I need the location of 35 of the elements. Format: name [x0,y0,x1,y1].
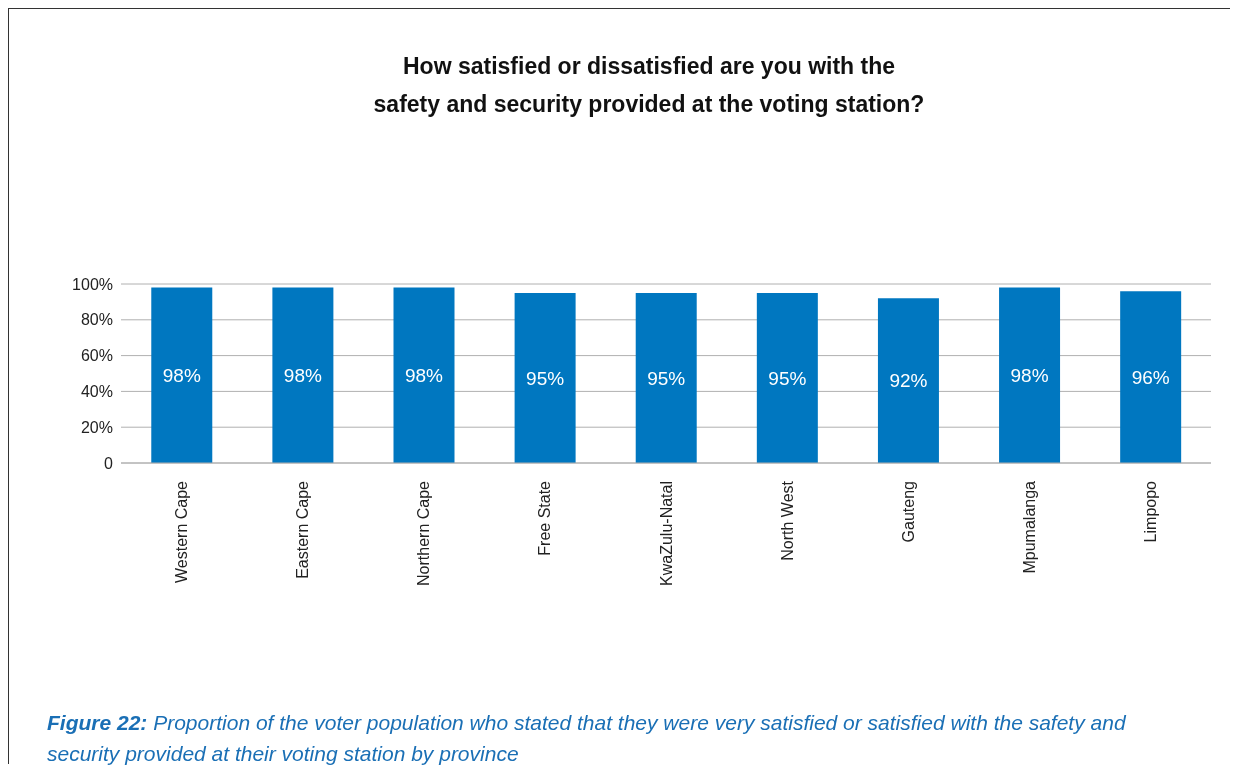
y-tick-label: 0 [104,454,114,472]
x-tick-label: Free State [536,480,554,556]
bar [877,298,939,463]
y-tick-label: 40% [80,383,113,401]
bar [151,287,213,463]
x-tick-label: North West [778,480,796,561]
y-tick-label: 80% [80,311,113,329]
data-label: 92% [889,370,928,392]
data-label: 95% [647,367,686,389]
x-tick-label: Gauteng [899,481,917,543]
data-label: 96% [1131,366,1170,388]
bar [272,287,334,463]
data-label: 98% [283,365,323,387]
x-tick-label: Northern Cape [415,480,433,586]
data-label: 98% [162,365,201,387]
bar [756,292,818,463]
y-tick-label: 60% [80,347,113,365]
data-label: 98% [1010,365,1049,387]
x-tick-label: KwaZulu-Natal [657,481,675,586]
x-tick-label: Mpumalanga [1020,480,1038,574]
y-tick-label: 20% [80,418,113,436]
x-tick-label: Limpopo [1142,480,1160,543]
data-label: 95% [526,367,565,389]
bar [635,292,697,463]
x-tick-label: Western Cape [173,480,191,583]
chart-title: How satisfied or dissatisfied are you with the safety and security provided at the voting station? [372,52,926,119]
bar [1120,291,1182,463]
data-label: 98% [404,365,444,387]
caption: Figure 22: Proportion of the voter population who stated that they were very satisfied or satisfied with the safety and security provided at their voting station by province [47,711,1126,765]
bar [999,287,1061,463]
y-tick-label: 100% [72,275,113,293]
x-tick-label: Eastern Cape [294,480,312,579]
bar [393,287,455,463]
data-label: 95% [768,367,807,389]
bar [514,292,576,463]
